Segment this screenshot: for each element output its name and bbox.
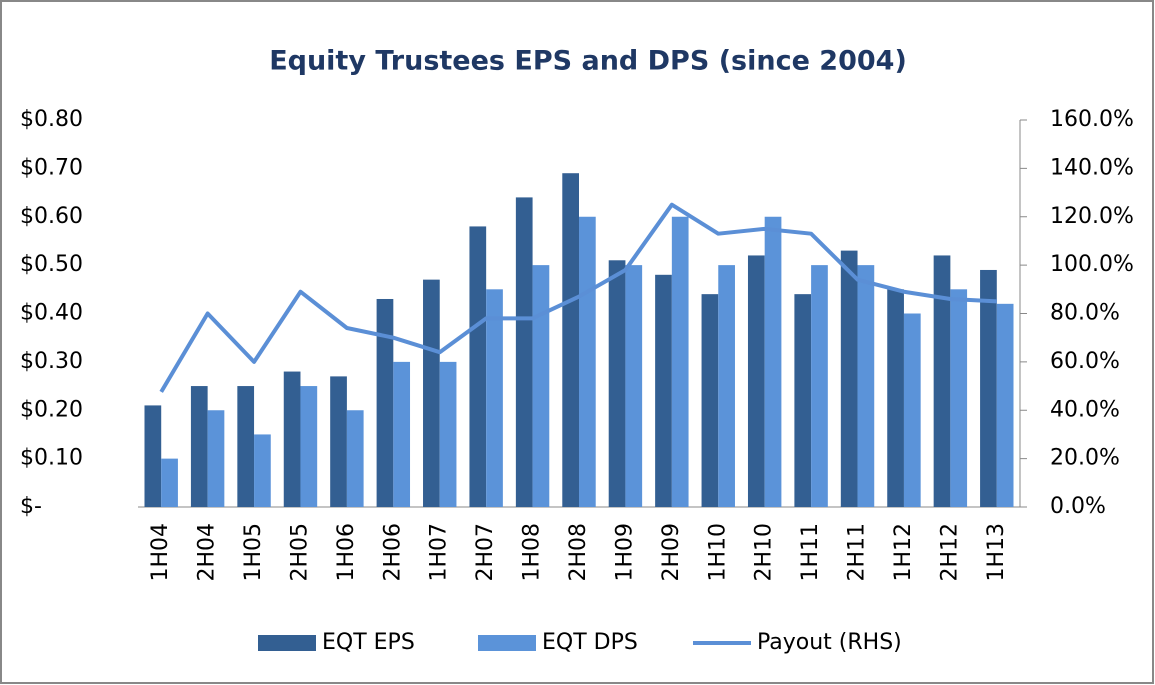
- legend-label: Payout (RHS): [757, 630, 902, 655]
- bar: [980, 269, 997, 507]
- bar: [300, 386, 318, 507]
- bar: [254, 434, 271, 507]
- bar: [439, 361, 457, 507]
- y2-tick-label: 20.0%: [1050, 446, 1120, 471]
- x-tick-label: 1H09: [612, 523, 637, 582]
- x-tick-label: 1H05: [241, 523, 266, 582]
- bar: [794, 294, 812, 507]
- bar: [393, 361, 411, 507]
- legend-swatch: [258, 635, 316, 651]
- y-tick-label: $0.70: [20, 155, 83, 180]
- y2-tick-label: 80.0%: [1050, 301, 1120, 326]
- bar: [996, 303, 1014, 507]
- bar: [144, 405, 162, 507]
- bar: [887, 289, 904, 507]
- x-tick-label: 1H10: [705, 523, 730, 582]
- bar: [747, 255, 765, 507]
- line: [159, 202, 997, 393]
- bar: [764, 216, 782, 507]
- y2-tick-label: 40.0%: [1050, 397, 1120, 422]
- bar: [283, 371, 301, 507]
- bar: [811, 265, 828, 507]
- x-tick-label: 1H12: [891, 523, 916, 582]
- x-tick-label: 2H10: [752, 523, 777, 582]
- bar: [486, 289, 503, 507]
- bar: [608, 260, 626, 507]
- y-tick-label: $0.20: [20, 397, 83, 422]
- chart-title: Equity Trustees EPS and DPS (since 2004): [269, 46, 907, 77]
- bar: [655, 274, 672, 507]
- bar: [161, 458, 178, 507]
- x-tick-label: 2H04: [195, 523, 220, 582]
- bar: [857, 265, 875, 507]
- bar: [701, 294, 719, 507]
- legend-label: EQT DPS: [542, 630, 638, 655]
- bar: [903, 313, 921, 507]
- x-tick-label: 2H11: [845, 523, 870, 582]
- bar: [840, 250, 858, 508]
- x-tick-label: 2H12: [937, 523, 962, 582]
- bar: [376, 298, 394, 507]
- y-tick-label: $0.80: [20, 107, 83, 132]
- y2-tick-label: 60.0%: [1050, 349, 1120, 374]
- x-tick-label: 2H07: [473, 523, 498, 582]
- bar: [579, 216, 596, 507]
- x-tick-label: 1H04: [148, 523, 173, 582]
- bar: [532, 265, 550, 507]
- y2-tick-label: 160.0%: [1050, 107, 1134, 132]
- x-tick-label: 1H07: [427, 523, 452, 582]
- y-tick-label: $0.50: [20, 252, 83, 277]
- bar: [933, 255, 951, 507]
- x-tick-label: 2H08: [566, 523, 591, 582]
- bar: [346, 410, 364, 507]
- legend-swatch: [478, 635, 536, 651]
- bar: [469, 226, 487, 508]
- legend-label: EQT EPS: [322, 630, 415, 655]
- bar: [330, 376, 347, 507]
- bar: [207, 410, 225, 507]
- y-tick-label: $0.60: [20, 204, 83, 229]
- y-tick-label: $0.30: [20, 349, 83, 374]
- x-tick-label: 2H06: [380, 523, 405, 582]
- y2-tick-label: 120.0%: [1050, 204, 1134, 229]
- x-tick-label: 1H13: [984, 523, 1009, 582]
- bar: [562, 173, 579, 507]
- x-tick-label: 2H09: [659, 523, 684, 582]
- bar: [950, 289, 968, 507]
- bar: [190, 386, 208, 507]
- bar: [237, 386, 255, 507]
- x-tick-label: 1H11: [798, 523, 823, 582]
- y-tick-label: $0.10: [20, 446, 83, 471]
- y-tick-label: $-: [20, 494, 42, 519]
- bar: [718, 265, 735, 507]
- bar: [625, 265, 643, 507]
- x-tick-label: 1H08: [520, 523, 545, 582]
- y-tick-label: $0.40: [20, 301, 83, 326]
- x-tick-label: 1H06: [334, 523, 359, 582]
- bar: [423, 279, 440, 507]
- y2-tick-label: 100.0%: [1050, 252, 1134, 277]
- x-tick-label: 2H05: [287, 523, 312, 582]
- bar: [515, 197, 533, 507]
- y2-tick-label: 0.0%: [1050, 494, 1106, 519]
- y2-tick-label: 140.0%: [1050, 155, 1134, 180]
- bar: [671, 216, 689, 507]
